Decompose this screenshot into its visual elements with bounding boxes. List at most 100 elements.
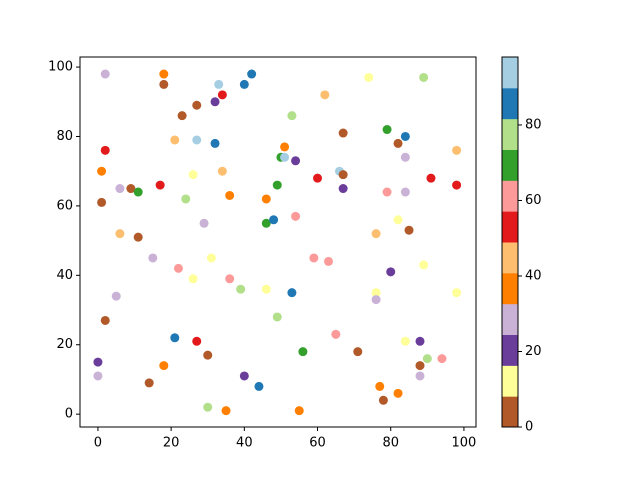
x-tick-label: 0 — [94, 436, 102, 451]
point — [338, 184, 348, 194]
point — [338, 128, 348, 138]
point — [324, 256, 334, 266]
point — [371, 288, 381, 298]
point — [320, 90, 330, 100]
point — [100, 69, 110, 79]
point — [188, 170, 198, 180]
y-tick-label: 40 — [56, 268, 73, 283]
point — [272, 180, 282, 190]
colorbar-segment — [502, 334, 518, 366]
colorbar-segment — [502, 303, 518, 335]
x-tick-label: 80 — [382, 436, 399, 451]
colorbar-segment — [502, 365, 518, 397]
point — [192, 336, 202, 346]
colorbar-frame — [501, 56, 519, 428]
colorbar-segment — [502, 87, 518, 120]
point — [225, 190, 235, 200]
colorbar-segment — [502, 57, 518, 89]
point — [280, 142, 290, 152]
point — [400, 152, 410, 162]
point — [452, 288, 462, 298]
point — [393, 138, 403, 148]
point — [437, 354, 447, 364]
point — [148, 253, 158, 263]
point — [378, 395, 388, 405]
colorbar-tick-label: 20 — [525, 344, 542, 359]
point — [155, 180, 165, 190]
point — [239, 79, 249, 89]
point — [217, 166, 227, 176]
colorbar-segment — [502, 149, 518, 181]
point — [247, 69, 257, 79]
point — [93, 371, 103, 381]
point — [181, 194, 191, 204]
point — [291, 211, 301, 221]
point — [400, 336, 410, 346]
point — [206, 253, 216, 263]
x-tick-label: 40 — [236, 436, 253, 451]
point — [371, 295, 381, 305]
point — [294, 406, 304, 416]
y-tick-label: 60 — [56, 198, 73, 213]
y-tick-label: 100 — [48, 60, 73, 75]
point — [353, 347, 363, 357]
colorbar-segment — [502, 396, 518, 428]
point — [115, 184, 125, 194]
point — [144, 378, 154, 388]
point — [261, 284, 271, 294]
point — [452, 145, 462, 155]
point — [115, 229, 125, 239]
point — [331, 329, 341, 339]
point — [133, 232, 143, 242]
point — [400, 131, 410, 141]
point — [93, 357, 103, 367]
point — [280, 152, 290, 162]
point — [419, 72, 429, 82]
point — [126, 184, 136, 194]
point — [261, 218, 271, 228]
point — [199, 218, 209, 228]
point — [364, 72, 374, 82]
point — [338, 170, 348, 180]
point — [170, 333, 180, 343]
x-tick-label: 60 — [309, 436, 326, 451]
point — [159, 361, 169, 371]
point — [309, 253, 319, 263]
point — [382, 125, 392, 135]
colorbar-tick-label: 40 — [525, 268, 542, 283]
point — [170, 135, 180, 145]
point — [177, 111, 187, 121]
colorbar-segment — [502, 272, 518, 305]
point — [261, 194, 271, 204]
colorbar-segment — [502, 180, 518, 212]
point — [386, 267, 396, 277]
x-tick-label: 100 — [452, 436, 477, 451]
point — [100, 145, 110, 155]
point — [404, 225, 414, 235]
point — [400, 187, 410, 197]
point — [192, 135, 202, 145]
colorbar-segment — [502, 211, 518, 243]
point — [217, 90, 227, 100]
point — [415, 371, 425, 381]
point — [382, 187, 392, 197]
colorbar-tick-label: 0 — [525, 420, 533, 435]
point — [415, 361, 425, 371]
point — [269, 215, 279, 225]
point — [188, 274, 198, 284]
y-tick-label: 80 — [56, 129, 73, 144]
point — [133, 187, 143, 197]
point — [97, 166, 107, 176]
point — [452, 180, 462, 190]
point — [203, 402, 213, 412]
point — [239, 371, 249, 381]
point — [291, 156, 301, 166]
point — [287, 288, 297, 298]
point — [419, 260, 429, 270]
point — [203, 350, 213, 360]
point — [393, 215, 403, 225]
point — [159, 79, 169, 89]
point — [298, 347, 308, 357]
colorbar-tick-label: 60 — [525, 193, 542, 208]
point — [192, 100, 202, 110]
